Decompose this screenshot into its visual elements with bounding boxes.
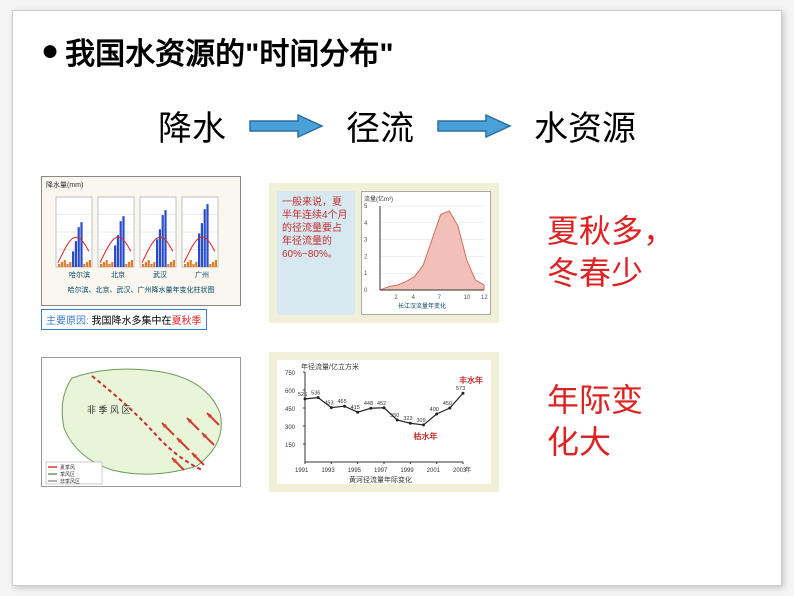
svg-text:非季风区: 非季风区 [60, 478, 80, 485]
svg-text:453: 453 [324, 401, 333, 407]
svg-text:536: 536 [311, 391, 320, 397]
svg-text:丰水年: 丰水年 [459, 375, 483, 385]
svg-text:1993: 1993 [321, 468, 335, 474]
svg-text:黄河径流量年际变化: 黄河径流量年际变化 [349, 475, 412, 484]
bullet-icon: ● [41, 34, 59, 68]
chart1-caption: 主要原因: 我国降水多集中在夏秋季 [41, 309, 207, 330]
svg-text:573: 573 [456, 386, 465, 392]
svg-text:323: 323 [403, 416, 412, 422]
curve-svg: 流量(亿m³)5432102471012长江汉流量年变化 [362, 192, 490, 310]
caption-black: 我国降水多集中在 [89, 316, 172, 327]
svg-text:452: 452 [377, 401, 386, 407]
svg-text:北京: 北京 [111, 270, 125, 279]
arrow-icon [248, 113, 324, 139]
caption-red: 夏秋季 [172, 316, 202, 327]
flow-word-3: 水资源 [534, 101, 636, 150]
flow-word-1: 降水 [158, 101, 226, 150]
flow-word-2: 径流 [346, 101, 414, 150]
svg-text:哈尔滨: 哈尔滨 [69, 270, 90, 279]
svg-text:448: 448 [364, 401, 373, 407]
svg-text:350: 350 [390, 413, 399, 419]
svg-text:降水量(mm): 降水量(mm) [46, 180, 83, 189]
runoff-curve-chart: 一般来说，夏半年连续4个月的径流量要占年径流量的60%~80%。 流量(亿m³)… [269, 183, 499, 323]
svg-text:465: 465 [338, 399, 347, 405]
col1b: 非 季 风 区夏季风季风区非季风区 [41, 357, 251, 487]
svg-text:年径流量/亿立方米: 年径流量/亿立方米 [301, 362, 359, 371]
content-row-1: 降水量(mm) 哈尔滨 北京 武汉 广州 哈尔滨、北京、武汉、广州降水量年变化柱状图 主… [41, 176, 753, 330]
svg-text:1997: 1997 [374, 468, 388, 474]
svg-text:10: 10 [464, 295, 471, 301]
svg-text:长江汉流量年变化: 长江汉流量年变化 [398, 302, 446, 310]
title-row: ● 我国水资源的"时间分布" [41, 29, 753, 73]
flow-row: 降水 径流 水资源 [41, 101, 753, 150]
precip-bar-chart: 降水量(mm) 哈尔滨 北京 武汉 广州 哈尔滨、北京、武汉、广州降水量年变化柱状图 [41, 176, 241, 306]
chart2-plot: 流量(亿m³)5432102471012长江汉流量年变化 [361, 191, 491, 315]
svg-text:非 季 风 区: 非 季 风 区 [87, 404, 131, 415]
svg-text:300: 300 [285, 425, 296, 431]
svg-text:广州: 广州 [195, 270, 209, 279]
col2b: 年径流量/亿立方米 150 300 450 600 750 1991 1993 1995 1997… [269, 352, 509, 492]
svg-text:750: 750 [285, 371, 296, 377]
svg-text:450: 450 [443, 401, 452, 407]
col3: 夏秋多， 冬春少 [527, 211, 753, 294]
svg-text:150: 150 [285, 443, 296, 449]
content-row-2: 非 季 风 区夏季风季风区非季风区 年径流量/亿立方米 150 300 450 600 7… [41, 352, 753, 492]
svg-text:600: 600 [285, 389, 296, 395]
svg-text:309: 309 [417, 418, 426, 424]
svg-text:415: 415 [351, 405, 360, 411]
summary-1: 夏秋多， 冬春少 [547, 211, 753, 294]
arrow-icon [436, 113, 512, 139]
bar-chart-svg: 降水量(mm) 哈尔滨 北京 武汉 广州 [42, 177, 240, 285]
interannual-line-chart: 年径流量/亿立方米 150 300 450 600 750 1991 1993 1995 1997… [269, 352, 499, 492]
svg-text:1991: 1991 [295, 468, 309, 474]
monsoon-map: 非 季 风 区夏季风季风区非季风区 [41, 357, 241, 487]
svg-text:武汉: 武汉 [153, 270, 167, 279]
svg-text:年: 年 [465, 466, 471, 474]
slide: ● 我国水资源的"时间分布" 降水 径流 水资源 降水量(mm) 哈尔滨 北京 武汉 广… [12, 10, 782, 586]
svg-text:526: 526 [298, 392, 307, 398]
svg-text:1995: 1995 [348, 468, 362, 474]
col3b: 年际变 化大 [527, 380, 753, 463]
chart1-title: 哈尔滨、北京、武汉、广州降水量年变化柱状图 [42, 285, 240, 295]
svg-text:2001: 2001 [427, 468, 441, 474]
col1: 降水量(mm) 哈尔滨 北京 武汉 广州 哈尔滨、北京、武汉、广州降水量年变化柱状图 主… [41, 176, 251, 330]
col2: 一般来说，夏半年连续4个月的径流量要占年径流量的60%~80%。 流量(亿m³)… [269, 183, 509, 323]
svg-text:夏季风: 夏季风 [60, 464, 75, 471]
slide-title: 我国水资源的"时间分布" [65, 29, 393, 73]
map-svg: 非 季 风 区夏季风季风区非季风区 [42, 358, 240, 486]
svg-text:12: 12 [481, 295, 488, 301]
svg-text:流量(亿m³): 流量(亿m³) [364, 195, 393, 203]
caption-label: 主要原因: [46, 316, 89, 327]
svg-text:枯水年: 枯水年 [414, 431, 438, 441]
svg-text:450: 450 [285, 407, 296, 413]
summary-2: 年际变 化大 [547, 380, 753, 463]
svg-text:400: 400 [430, 407, 439, 413]
svg-text:季风区: 季风区 [60, 471, 75, 478]
chart2-textbox: 一般来说，夏半年连续4个月的径流量要占年径流量的60%~80%。 [277, 191, 355, 315]
svg-text:1999: 1999 [400, 468, 414, 474]
line-chart-svg: 年径流量/亿立方米 150 300 450 600 750 1991 1993 1995 1997… [277, 360, 491, 484]
